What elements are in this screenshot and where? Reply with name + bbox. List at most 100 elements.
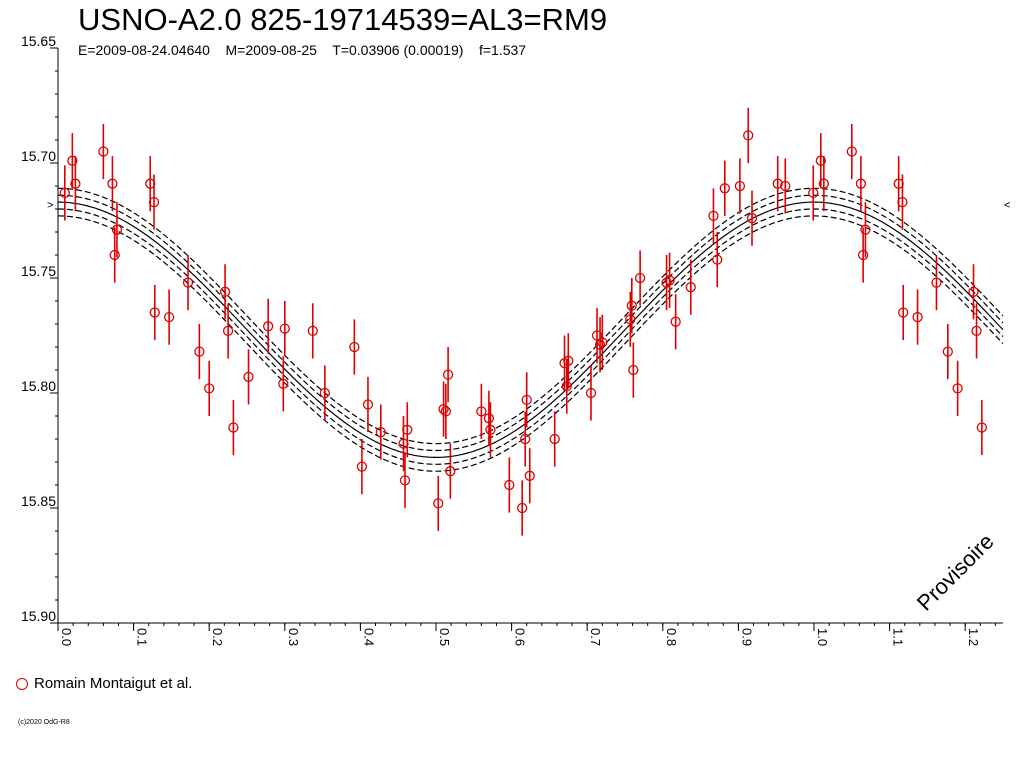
data-point [70,178,81,189]
data-point [524,470,535,481]
data-point [942,346,953,357]
data-point [375,426,386,438]
data-point [898,307,909,318]
data-point [628,364,639,376]
data-point [521,394,532,406]
data-point [808,187,819,199]
data-point [504,479,515,491]
data-point [931,277,942,288]
data-point [109,249,120,261]
legend-marker-icon [16,677,28,690]
data-point [952,383,963,394]
data-point [712,254,723,265]
data-point [194,346,205,357]
y-tick-label: 15.65 [21,33,56,49]
data-point [597,337,608,348]
data-point [846,146,857,157]
data-point [204,383,215,394]
y-tick-label: 15.70 [21,148,56,164]
data-point [98,146,109,157]
data-point [362,399,374,410]
data-point [243,371,254,383]
data-point [743,130,754,141]
data-point [818,178,829,189]
data-point [968,286,979,297]
data-point [228,422,239,433]
legend: Romain Montaigut et al. [16,675,192,692]
x-tick-label: 0.2 [210,628,225,646]
data-point [815,155,826,166]
max-level-marker-left: > [47,200,53,212]
data-point [438,403,449,415]
y-tick-label: 15.85 [21,493,56,509]
data-points [59,107,987,536]
data-point [278,378,289,389]
provisional-annotation: Provisoire [912,529,999,616]
data-point [860,224,871,235]
data-point [634,272,646,284]
x-tick-label: 0.0 [59,628,74,646]
axes: 15.65 15.70 15.75 15.80 15.85 15.900.0 0.1 0.2 0… [21,33,1010,646]
data-point [307,325,318,337]
data-point [483,413,495,424]
x-tick-label: 0.1 [135,628,150,646]
copyright-text: (c)2020 OdG-R8 [18,719,70,726]
data-point [111,224,123,235]
max-level-marker-right: < [1004,200,1010,212]
data-point [356,461,368,472]
data-point [67,155,78,166]
data-point [594,339,606,350]
data-point [476,406,487,417]
fit-band-lower [57,187,1004,445]
data-point [279,323,290,334]
data-point [685,282,696,293]
data-point [912,311,923,323]
data-point [670,316,681,327]
x-tick-label: 0.3 [286,628,301,646]
data-point [59,187,70,199]
data-point [549,433,560,445]
x-tick-label: 0.9 [739,628,754,646]
chart-subtitle: E=2009-08-24.04640 M=2009-08-25 T=0.0390… [78,42,527,58]
data-point [107,178,118,189]
x-tick-label: 0.7 [588,628,603,646]
data-point [349,341,360,353]
data-point [442,369,454,380]
y-tick-label: 15.90 [21,608,56,624]
data-point [402,424,413,435]
data-point [561,380,572,392]
data-point [148,196,160,208]
data-point [734,180,746,192]
chart-title: USNO-A2.0 825-19714539=AL3=RM9 [78,2,608,37]
fit-band-lower [57,194,1004,452]
data-point [149,307,160,318]
data-point [857,249,869,261]
data-point [664,275,675,286]
x-tick-label: 0.4 [361,628,376,646]
data-point [626,300,637,311]
fit-band-upper [57,215,1004,472]
data-point [445,466,456,477]
data-point [399,475,411,486]
data-point [971,325,982,337]
data-point [585,387,597,399]
data-point [433,498,444,509]
data-point [485,424,496,435]
data-point [517,502,528,514]
x-tick-label: 0.8 [664,628,679,646]
legend-label: Romain Montaigut et al. [34,675,193,692]
fit-curves [57,187,1004,472]
x-tick-label: 0.6 [513,628,528,646]
data-point [319,387,331,399]
x-tick-label: 1.1 [891,628,906,646]
data-point [219,286,231,297]
data-point [222,325,234,337]
data-point [520,433,531,445]
data-point [661,277,672,288]
data-point [708,210,719,222]
y-tick-label: 15.80 [21,378,56,394]
data-point [897,196,908,208]
data-point [780,180,791,192]
data-point [563,355,574,366]
